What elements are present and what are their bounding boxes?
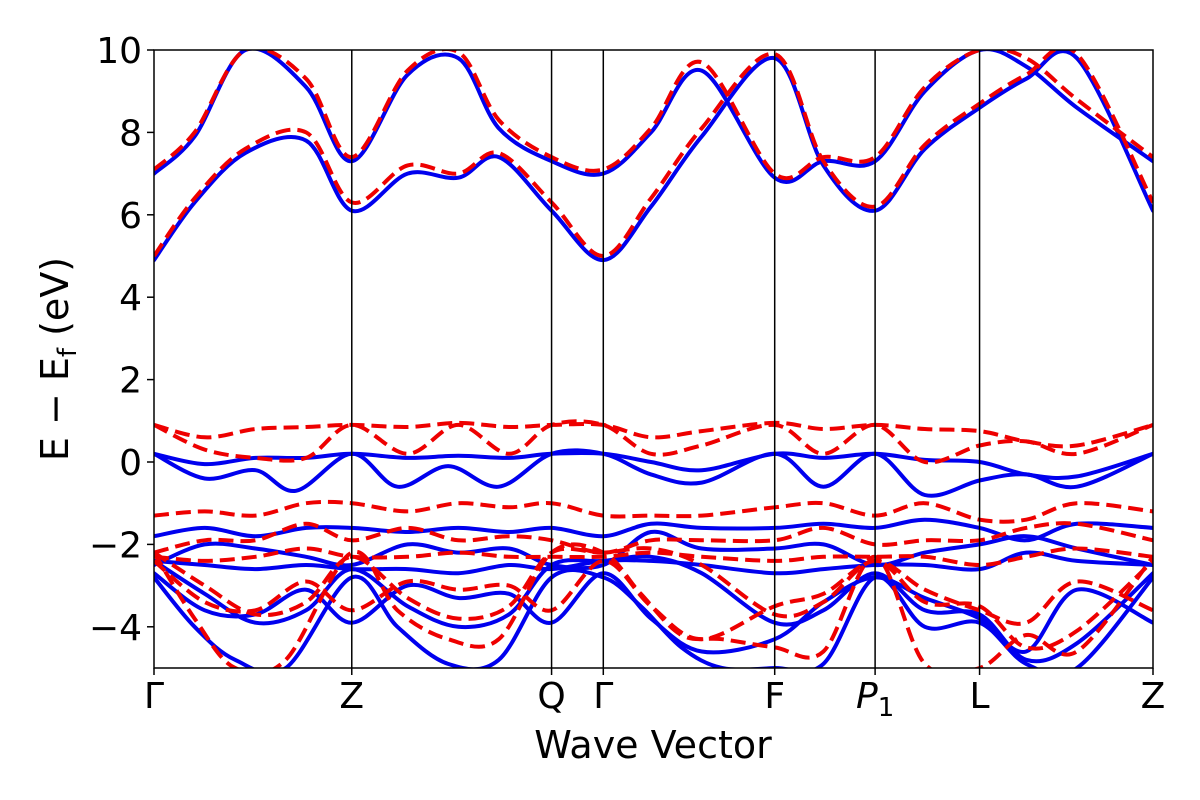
band-dashed-red-12 <box>154 420 1153 449</box>
x-tick-label-0: Γ <box>144 676 164 717</box>
x-tick-label-2: Q <box>537 676 565 717</box>
y-tick-label-1: −2 <box>89 525 142 566</box>
x-tick-label-6: L <box>970 676 990 717</box>
band-dashed-red-16 <box>154 546 1153 567</box>
y-axis-label-sub: f <box>53 347 83 357</box>
kpoint-lines <box>351 50 981 668</box>
y-tick-label-2: 0 <box>119 443 142 484</box>
y-axis-label-tail: (eV) <box>33 257 77 348</box>
y-tick-label-5: 6 <box>119 196 142 237</box>
x-tick-label-1: Z <box>339 676 364 717</box>
x-tick-label-3: Γ <box>593 676 613 717</box>
x-tick-label-5: P1 <box>856 676 894 723</box>
y-axis: −4 −2 0 2 4 6 8 10 <box>89 31 154 649</box>
y-axis-label: E − Ef (eV) <box>33 257 83 461</box>
y-tick-label-0: −4 <box>89 608 142 649</box>
y-tick-label-7: 10 <box>96 31 142 72</box>
y-tick-label-6: 8 <box>119 113 142 154</box>
band-dashed-red-13 <box>154 419 1153 465</box>
y-axis-label-main: E − E <box>33 357 77 461</box>
band-solid-blue-0 <box>154 50 1153 263</box>
series-layer <box>154 50 1153 668</box>
band-solid-blue-1 <box>154 50 1153 185</box>
band-solid-blue-2 <box>154 448 1153 498</box>
x-axis: Γ Z Q Γ F P1 L Z <box>144 668 1165 723</box>
plot-frame <box>153 49 1154 669</box>
y-tick-label-3: 2 <box>119 361 142 402</box>
band-dashed-red-14 <box>154 499 1153 524</box>
x-axis-label: Wave Vector <box>534 723 772 767</box>
band-dashed-red-11 <box>154 50 1153 181</box>
y-tick-label-4: 4 <box>119 278 142 319</box>
x-tick-label-7: Z <box>1141 676 1166 717</box>
x-tick-label-4: F <box>764 676 785 717</box>
